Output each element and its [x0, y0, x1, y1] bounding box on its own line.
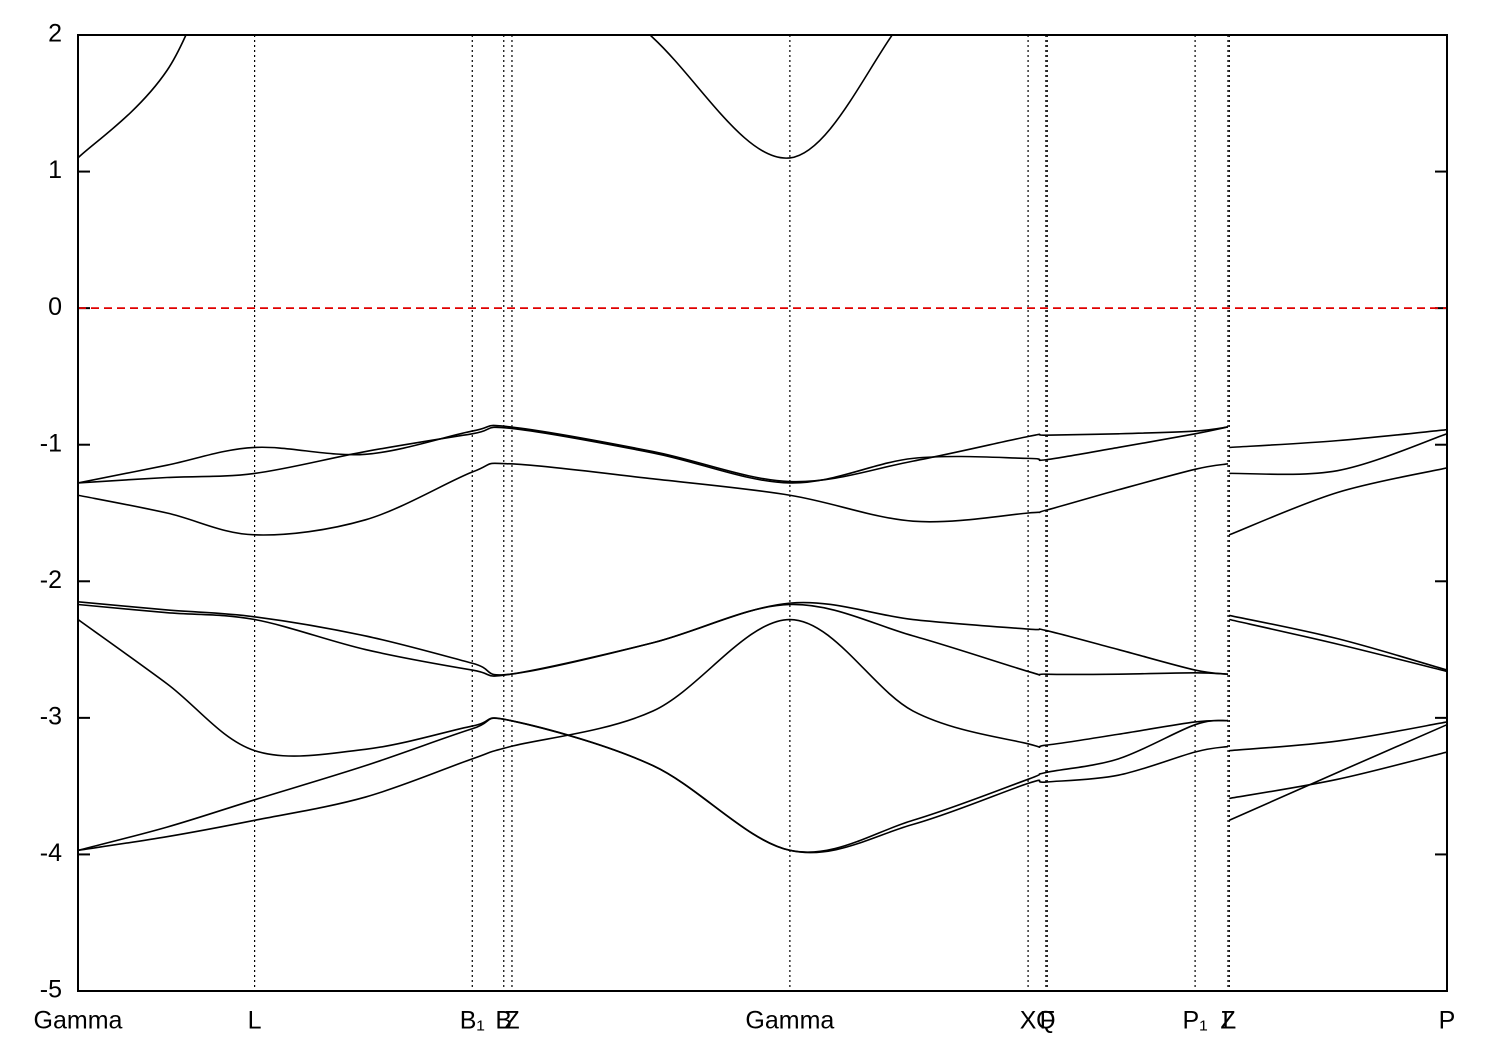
band: [78, 426, 1447, 484]
x-tick-label: Q: [1036, 1007, 1055, 1035]
band: [78, 618, 1447, 853]
x-tick-label: B: [495, 1007, 512, 1035]
band: [78, 600, 1447, 676]
y-tick-label: 0: [48, 293, 62, 321]
band: [78, 717, 1447, 854]
x-tick-label: F: [1040, 1007, 1055, 1035]
band: [78, 618, 1447, 852]
band: [78, 462, 1447, 536]
x-tick-label: L: [248, 1007, 262, 1035]
y-tick-label: -5: [40, 976, 62, 1004]
x-tick-label: Z: [504, 1007, 519, 1035]
x-tick-label: B₁: [460, 1007, 485, 1035]
x-tick-label: P₁: [1183, 1007, 1208, 1035]
x-tick-label: Gamma: [745, 1007, 834, 1035]
x-tick-label: P: [1439, 1007, 1456, 1035]
plot-frame: [77, 34, 1448, 992]
grid-layer: [77, 34, 1448, 992]
x-tick-label: Gamma: [34, 1007, 123, 1035]
band: [78, 35, 894, 159]
bands-layer: [78, 35, 1447, 854]
y-tick-label: -2: [40, 566, 62, 594]
y-tick-label: -3: [40, 702, 62, 730]
band: [78, 603, 1447, 677]
y-tick-label: 1: [48, 156, 62, 184]
x-tick-label: L: [1222, 1007, 1236, 1035]
x-tick-label: Z: [1220, 1007, 1235, 1035]
y-tick-label: 2: [48, 20, 62, 48]
y-tick-label: -4: [40, 839, 62, 867]
y-tick-label: -1: [40, 429, 62, 457]
band: [78, 424, 1447, 484]
x-tick-label: X: [1020, 1007, 1037, 1035]
